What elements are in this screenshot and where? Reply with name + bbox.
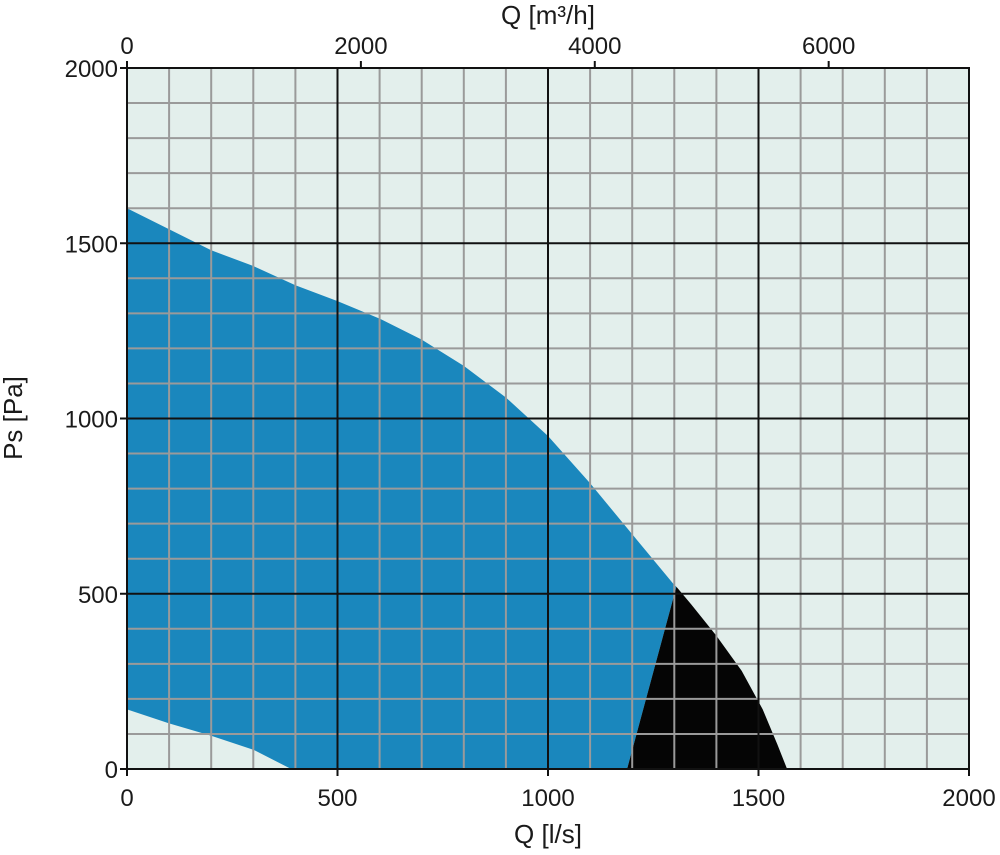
x2-tick-label: 6000 xyxy=(802,33,855,60)
x-tick-label: 0 xyxy=(120,785,133,812)
y-tick-label: 1000 xyxy=(65,407,118,434)
x-tick-label: 1000 xyxy=(521,785,574,812)
x-tick-label: 500 xyxy=(317,785,357,812)
y-tick-label: 2000 xyxy=(65,56,118,83)
x-axis-title: Q [l/s] xyxy=(514,819,582,849)
x-tick-label: 2000 xyxy=(942,785,995,812)
x2-tick-label: 4000 xyxy=(568,33,621,60)
x2-axis-title: Q [m³/h] xyxy=(501,0,595,30)
y-axis-title: Ps [Pa] xyxy=(0,376,28,460)
y-tick-label: 500 xyxy=(78,582,118,609)
y-tick-label: 0 xyxy=(105,757,118,784)
x2-tick-label: 0 xyxy=(120,33,133,60)
restricted-area-region xyxy=(627,586,788,769)
major-gridlines xyxy=(127,68,969,769)
x-tick-label: 1500 xyxy=(732,785,785,812)
axis-ticks xyxy=(120,61,970,776)
x2-tick-label: 2000 xyxy=(334,33,387,60)
y-tick-label: 1500 xyxy=(65,231,118,258)
